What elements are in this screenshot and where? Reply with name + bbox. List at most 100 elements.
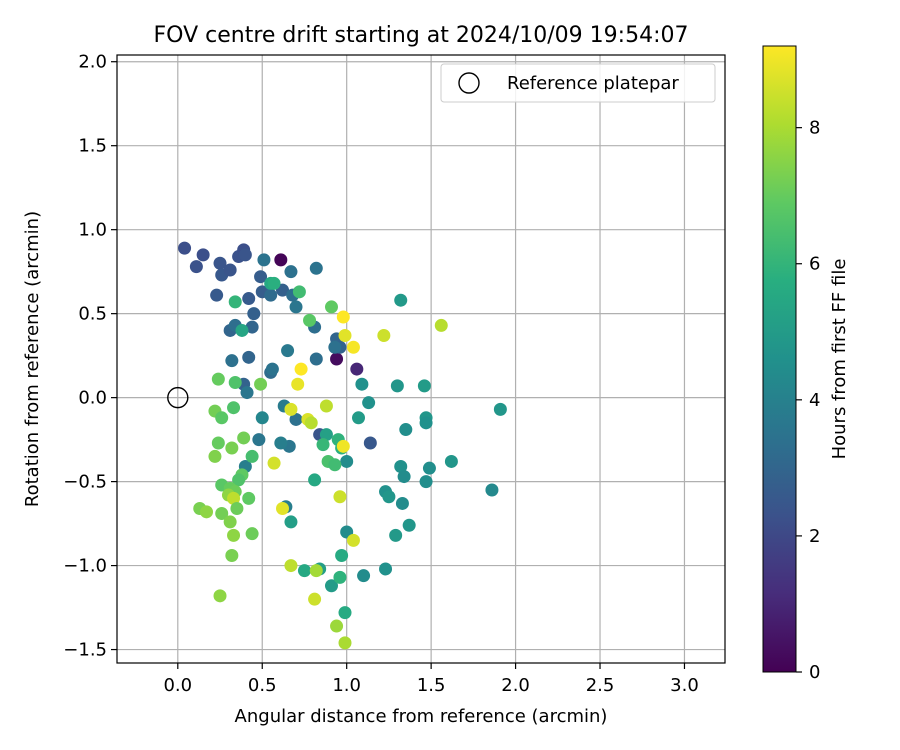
data-points <box>178 241 507 650</box>
colorbar-tick-label: 0 <box>809 662 820 683</box>
data-point <box>242 292 256 306</box>
x-axis-label: Angular distance from reference (arcmin) <box>235 706 608 727</box>
colorbar-tick-label: 6 <box>809 254 820 275</box>
data-point <box>254 377 268 391</box>
data-point <box>328 458 342 472</box>
data-point <box>390 379 404 393</box>
data-point <box>235 323 249 337</box>
data-point <box>394 293 408 307</box>
data-point <box>213 589 227 603</box>
data-point <box>444 454 458 468</box>
data-point <box>225 441 239 455</box>
data-point <box>346 340 360 354</box>
data-point <box>225 549 239 563</box>
x-tick-label: 2.0 <box>501 675 530 696</box>
x-tick-label: 3.0 <box>670 675 699 696</box>
data-point <box>309 352 323 366</box>
y-axis-ticks: −1.5 −1.0 −0.5 0.0 0.5 1.0 1.5 2.0 <box>63 52 117 661</box>
x-tick-label: 2.5 <box>586 675 615 696</box>
data-point <box>223 515 237 529</box>
y-tick-label: 0.0 <box>78 388 107 409</box>
data-point <box>264 288 278 302</box>
data-point <box>493 402 507 416</box>
data-point <box>245 527 259 541</box>
data-point <box>242 491 256 505</box>
data-point <box>252 433 266 447</box>
data-point <box>303 313 317 327</box>
data-point <box>394 459 408 473</box>
data-point <box>379 562 393 576</box>
data-point <box>225 354 239 368</box>
data-point <box>265 362 279 376</box>
colorbar: 0 2 4 6 8 Hours from first FF file <box>762 45 850 683</box>
x-tick-label: 0.5 <box>248 675 277 696</box>
data-point <box>308 592 322 606</box>
data-point <box>377 328 391 342</box>
colorbar-gradient <box>762 45 797 673</box>
data-point <box>215 411 229 425</box>
data-point <box>340 454 354 468</box>
x-axis-ticks: 0.0 0.5 1.0 1.5 2.0 2.5 3.0 <box>163 663 699 696</box>
x-tick-label: 0.0 <box>163 675 192 696</box>
colorbar-tick-label: 4 <box>809 390 820 411</box>
data-point <box>274 253 288 267</box>
data-point <box>328 340 342 354</box>
data-point <box>419 475 433 489</box>
y-tick-label: 1.0 <box>78 220 107 241</box>
data-point <box>230 501 244 515</box>
data-point <box>336 439 350 453</box>
data-point <box>397 470 411 484</box>
data-point <box>289 412 303 426</box>
legend: Reference platepar <box>440 63 716 103</box>
data-point <box>395 496 409 510</box>
legend-box <box>440 63 716 103</box>
data-point <box>284 402 298 416</box>
data-point <box>247 307 261 321</box>
y-tick-label: 1.5 <box>78 136 107 157</box>
data-point <box>352 411 366 425</box>
data-point <box>267 456 281 470</box>
y-tick-label: −1.0 <box>63 556 107 577</box>
data-point <box>316 438 330 452</box>
data-point <box>208 449 222 463</box>
data-point <box>200 505 214 519</box>
data-point <box>422 461 436 475</box>
data-point <box>178 241 192 255</box>
data-point <box>227 401 241 415</box>
data-point <box>319 428 333 442</box>
data-point <box>211 372 225 386</box>
data-point <box>245 449 259 463</box>
y-tick-label: −1.5 <box>63 640 107 661</box>
legend-marker-open-circle <box>458 72 480 94</box>
data-point <box>357 569 371 583</box>
data-point <box>309 261 323 275</box>
data-point <box>434 318 448 332</box>
data-point <box>324 579 338 593</box>
data-point <box>362 396 376 410</box>
data-point <box>237 431 251 445</box>
data-point <box>227 528 241 542</box>
colorbar-tick-label: 2 <box>809 526 820 547</box>
data-point <box>238 248 252 262</box>
data-point <box>355 377 369 391</box>
data-point <box>223 263 237 277</box>
data-point <box>211 436 225 450</box>
data-point <box>319 399 333 413</box>
data-point <box>189 260 203 274</box>
data-point <box>274 436 288 450</box>
data-point <box>240 386 254 400</box>
data-point <box>228 295 242 309</box>
data-point <box>399 423 413 437</box>
data-point <box>350 362 364 376</box>
data-point <box>335 549 349 563</box>
data-point <box>382 490 396 504</box>
data-point <box>276 501 290 515</box>
data-point <box>402 518 416 532</box>
data-point <box>330 352 344 366</box>
data-point <box>255 411 269 425</box>
data-point <box>309 564 323 578</box>
plot-frame <box>116 54 726 664</box>
y-tick-label: −0.5 <box>63 472 107 493</box>
data-point <box>232 473 246 487</box>
